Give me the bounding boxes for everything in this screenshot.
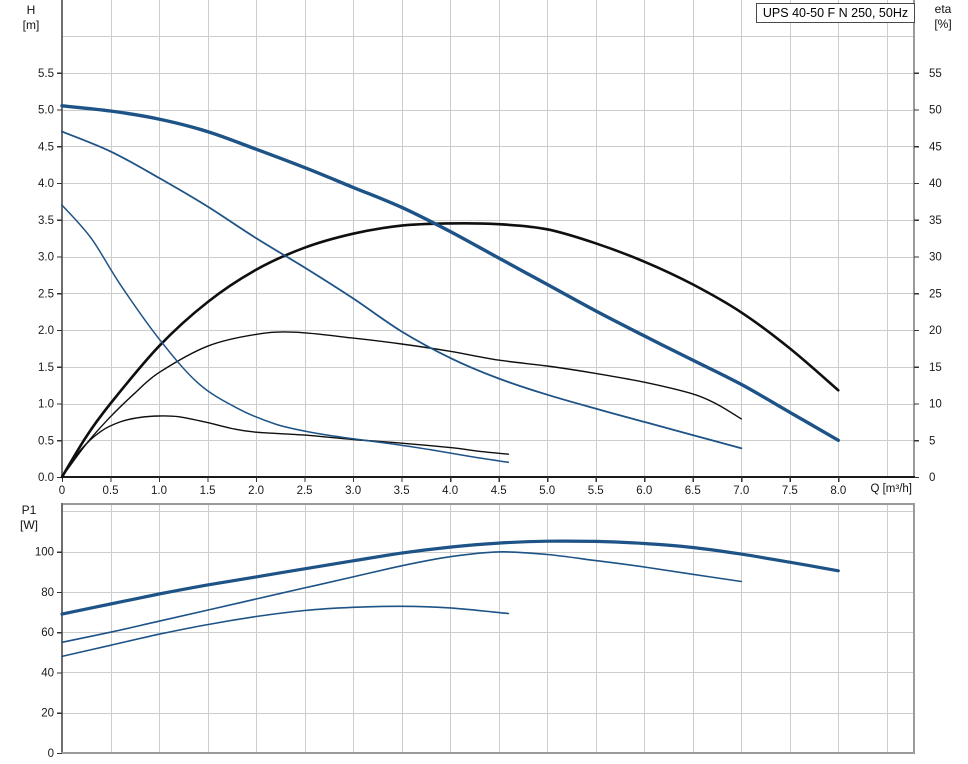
head-efficiency-chart-series — [60, 104, 840, 479]
left-tick-label: 5.5 — [38, 68, 54, 80]
left-tick-label: 100 — [35, 547, 54, 559]
x-tick-label: 1.5 — [200, 485, 216, 497]
head-curve-speed1 — [61, 204, 510, 464]
left-tick-label: 0.0 — [38, 472, 54, 484]
efficiency-axis-unit-label: eta [%] — [927, 2, 959, 32]
right-tick-label: 0 — [929, 472, 935, 484]
right-tick-label: 45 — [929, 141, 942, 153]
head-efficiency-chart-gridlines — [62, 0, 915, 477]
x-tick-label: 6.5 — [685, 485, 701, 497]
power-axis-symbol: P1 — [21, 503, 37, 517]
power-axis-unit-label: P1 [W] — [13, 503, 45, 533]
head-curve-speed3 — [60, 104, 840, 442]
efficiency-axis-symbol: eta — [934, 2, 952, 16]
power-curve-speed1 — [61, 605, 510, 658]
x-tick-label: 0.5 — [103, 485, 119, 497]
power-chart: 0 20 40 60 80 100 — [35, 503, 915, 760]
efficiency-curve-speed1 — [61, 415, 510, 478]
left-tick-label: 40 — [41, 667, 54, 679]
left-tick-label: 0.5 — [38, 435, 54, 447]
right-tick-label: 35 — [929, 215, 942, 227]
head-axis-unit: [m] — [22, 18, 40, 32]
left-tick-label: 3.5 — [38, 215, 54, 227]
left-tick-label: 3.0 — [38, 252, 54, 264]
head-efficiency-chart: 0.0 0.5 1.0 1.5 2.0 2.5 3.0 3.5 4.0 4.5 5.0 5.5 0 5 10… — [38, 0, 942, 497]
x-tick-label: 5.5 — [588, 485, 604, 497]
head-efficiency-chart-right-ticks: 0 5 10 15 20 25 30 35 40 45 50 55 — [914, 68, 942, 484]
chart-title-box: UPS 40-50 F N 250, 50Hz — [756, 3, 915, 23]
x-tick-label: 5.0 — [539, 485, 555, 497]
power-curve-speed3 — [60, 539, 840, 616]
right-tick-label: 25 — [929, 288, 942, 300]
right-tick-label: 40 — [929, 178, 942, 190]
x-tick-label: 3.5 — [394, 485, 410, 497]
left-tick-label: 1.5 — [38, 362, 54, 374]
right-tick-label: 10 — [929, 399, 942, 411]
head-efficiency-chart-frame — [61, 0, 915, 478]
left-tick-label: 4.5 — [38, 141, 54, 153]
left-tick-label: 2.5 — [38, 288, 54, 300]
power-chart-frame — [61, 503, 915, 754]
x-tick-label: 2.5 — [297, 485, 313, 497]
efficiency-curve-speed2 — [61, 331, 742, 478]
x-tick-label: 8.0 — [830, 485, 846, 497]
left-tick-label: 1.0 — [38, 399, 54, 411]
efficiency-axis-unit: [%] — [934, 17, 952, 31]
right-tick-label: 55 — [929, 68, 942, 80]
x-tick-label: 6.0 — [636, 485, 652, 497]
x-tick-label: 4.0 — [442, 485, 458, 497]
flow-axis-unit-label: Q [m³/h] — [870, 483, 912, 495]
head-axis-unit-label: H [m] — [16, 3, 46, 33]
left-tick-label: 80 — [41, 587, 54, 599]
x-tick-label: 7.5 — [782, 485, 798, 497]
x-tick-label: 1.0 — [151, 485, 167, 497]
head-curve-speed2 — [61, 130, 743, 450]
power-curve-speed2 — [61, 551, 743, 644]
left-tick-label: 2.0 — [38, 325, 54, 337]
right-tick-label: 5 — [929, 435, 935, 447]
x-tick-label: 7.0 — [733, 485, 749, 497]
head-axis-symbol: H — [26, 3, 36, 17]
x-tick-label: 3.0 — [345, 485, 361, 497]
power-chart-series — [60, 539, 840, 658]
x-tick-label: 4.5 — [491, 485, 507, 497]
power-chart-left-ticks: 0 20 40 60 80 100 — [35, 547, 62, 760]
left-tick-label: 0 — [48, 748, 54, 760]
left-tick-label: 5.0 — [38, 105, 54, 117]
x-tick-label: 0 — [59, 485, 65, 497]
right-tick-label: 20 — [929, 325, 942, 337]
left-tick-label: 60 — [41, 627, 54, 639]
right-tick-label: 30 — [929, 252, 942, 264]
head-efficiency-chart-x-ticks: 0 0.5 1.0 1.5 2.0 2.5 3.0 3.5 4.0 4.5 5.0 5.5 6.0 6.5… — [59, 477, 846, 497]
efficiency-curve-speed3 — [60, 222, 840, 479]
right-tick-label: 50 — [929, 105, 942, 117]
right-tick-label: 15 — [929, 362, 942, 374]
left-tick-label: 4.0 — [38, 178, 54, 190]
head-efficiency-chart-left-ticks: 0.0 0.5 1.0 1.5 2.0 2.5 3.0 3.5 4.0 4.5 5.0 5.5 — [38, 68, 62, 484]
x-tick-label: 2.0 — [248, 485, 264, 497]
left-tick-label: 20 — [41, 708, 54, 720]
power-axis-unit: [W] — [20, 518, 38, 532]
